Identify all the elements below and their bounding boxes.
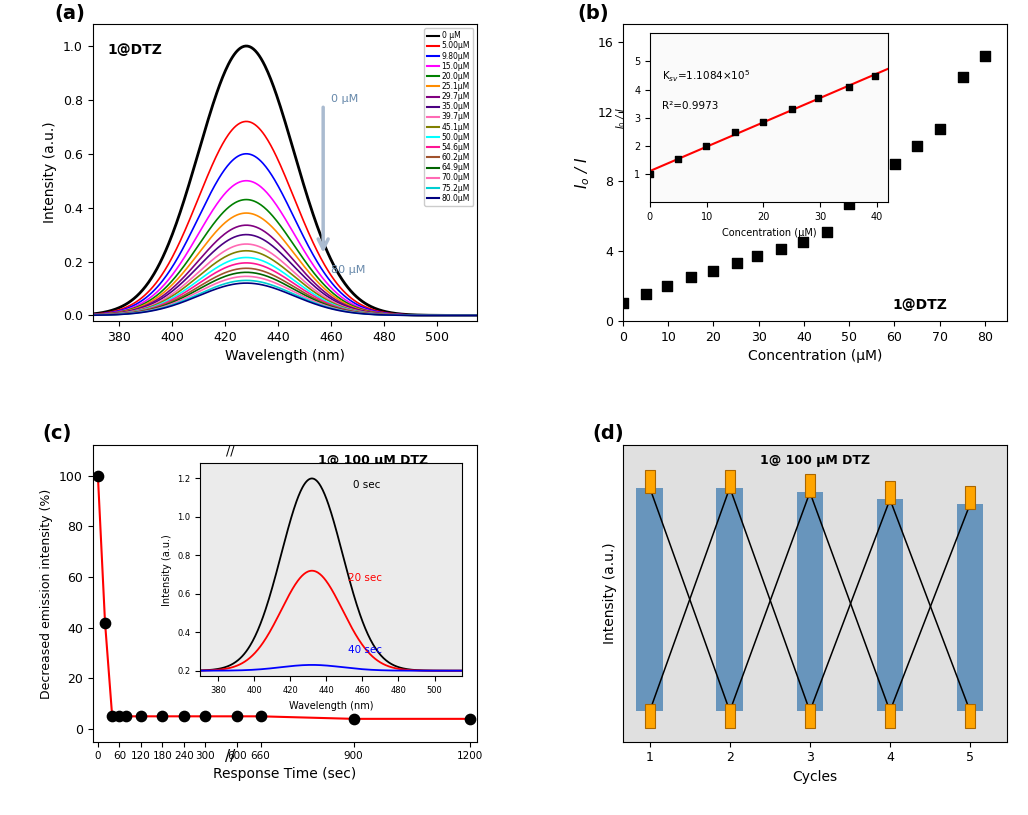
- Point: [728, 257, 744, 270]
- Point: [795, 236, 811, 249]
- Y-axis label: Decreased emission intensity (%): Decreased emission intensity (%): [40, 488, 53, 698]
- FancyBboxPatch shape: [805, 474, 815, 497]
- Text: 0 μM: 0 μM: [331, 94, 358, 104]
- Point: [909, 140, 925, 153]
- Text: //: //: [225, 749, 235, 764]
- FancyBboxPatch shape: [805, 704, 815, 728]
- Point: [931, 122, 948, 135]
- Point: [345, 712, 362, 725]
- Point: [773, 243, 790, 256]
- Text: //: //: [225, 445, 234, 458]
- Text: (a): (a): [54, 3, 85, 23]
- Point: [118, 710, 135, 723]
- Point: [229, 710, 246, 723]
- Text: (b): (b): [577, 3, 609, 23]
- Point: [861, 180, 878, 193]
- Bar: [957, 504, 984, 711]
- Point: [749, 249, 766, 262]
- Point: [462, 712, 478, 725]
- Legend: 0 μM, 5.00μM, 9.80μM, 15.0μM, 20.0μM, 25.1μM, 29.7μM, 35.0μM, 39.7μM, 45.1μM, 50: 0 μM, 5.00μM, 9.80μM, 15.0μM, 20.0μM, 25…: [424, 29, 473, 205]
- Y-axis label: Intensity (a.u.): Intensity (a.u.): [43, 121, 58, 223]
- Point: [705, 265, 722, 278]
- Point: [887, 157, 904, 170]
- Point: [111, 710, 127, 723]
- Point: [659, 280, 675, 293]
- FancyBboxPatch shape: [885, 482, 894, 504]
- Bar: [797, 492, 823, 711]
- FancyBboxPatch shape: [965, 486, 975, 509]
- X-axis label: Concentration (μM): Concentration (μM): [748, 349, 882, 363]
- Bar: [636, 487, 663, 711]
- Point: [154, 710, 171, 723]
- Text: (d): (d): [592, 425, 624, 443]
- Point: [133, 710, 149, 723]
- Text: 1@ 100 μM DTZ: 1@ 100 μM DTZ: [760, 454, 871, 467]
- X-axis label: Wavelength (nm): Wavelength (nm): [225, 349, 344, 363]
- FancyBboxPatch shape: [885, 704, 894, 728]
- Point: [683, 271, 699, 284]
- Y-axis label: $I_o$ / $I$: $I_o$ / $I$: [574, 156, 592, 189]
- Bar: [717, 487, 743, 711]
- Point: [955, 70, 971, 83]
- Text: (c): (c): [42, 425, 72, 443]
- Text: 80 μM: 80 μM: [331, 266, 365, 275]
- Point: [977, 50, 993, 63]
- Point: [176, 710, 192, 723]
- FancyBboxPatch shape: [645, 704, 655, 728]
- Text: 1@DTZ: 1@DTZ: [108, 43, 162, 57]
- Point: [197, 710, 214, 723]
- Point: [637, 287, 654, 300]
- Text: 1@ 100 μM DTZ: 1@ 100 μM DTZ: [318, 454, 429, 467]
- Y-axis label: Intensity (a.u.): Intensity (a.u.): [603, 543, 618, 645]
- X-axis label: Response Time (sec): Response Time (sec): [213, 767, 357, 781]
- FancyBboxPatch shape: [725, 469, 735, 492]
- Point: [89, 469, 106, 482]
- FancyBboxPatch shape: [725, 704, 735, 728]
- Point: [104, 710, 120, 723]
- FancyBboxPatch shape: [645, 469, 655, 492]
- Point: [615, 297, 631, 310]
- Point: [841, 197, 857, 210]
- FancyBboxPatch shape: [965, 704, 975, 728]
- Point: [818, 226, 835, 239]
- Point: [97, 616, 113, 629]
- Point: [252, 710, 268, 723]
- Text: 1@DTZ: 1@DTZ: [892, 298, 947, 312]
- Bar: [877, 500, 904, 711]
- X-axis label: Cycles: Cycles: [793, 770, 838, 784]
